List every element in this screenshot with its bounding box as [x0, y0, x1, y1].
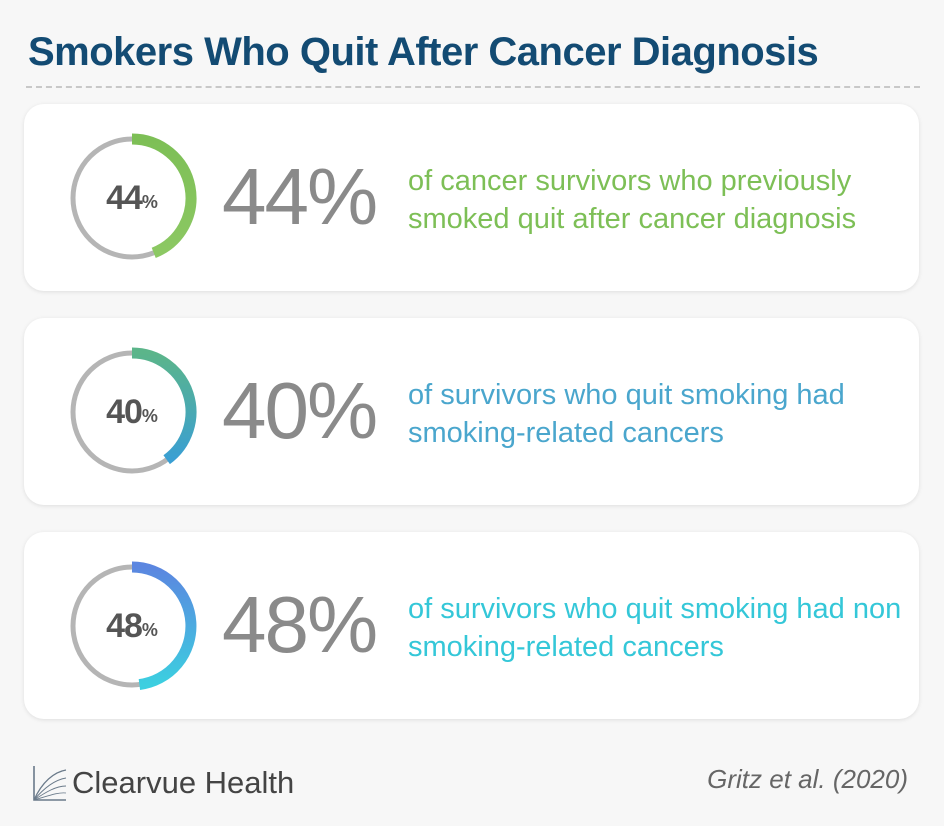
stat-card: 40% 40% of survivors who quit smoking had … [24, 318, 919, 505]
stat-percentage: 40% [222, 366, 378, 455]
stat-card: 48% 48% of survivors who quit smoking had … [24, 532, 919, 719]
donut-value-arc [131, 133, 197, 258]
donut-value-arc [131, 561, 197, 690]
stat-description: of cancer survivors who previously smoke… [408, 165, 857, 235]
page-title: Smokers Who Quit After Cancer Diagnosis [28, 30, 819, 74]
stat-description: of survivors who quit smoking had smokin… [408, 379, 845, 449]
donut-ring [70, 133, 197, 260]
stat-description: of survivors who quit smoking had non sm… [408, 593, 902, 663]
donut-ring [70, 347, 197, 474]
citation: Gritz et al. (2020) [707, 764, 908, 794]
stat-percentage: 44% [222, 152, 378, 241]
brand-name: Clearvue Health [72, 765, 295, 800]
brand-logo: Clearvue Health [30, 758, 294, 802]
logo-mark-icon [33, 766, 67, 801]
stat-card: 44% 44% of cancer survivors who previously… [24, 104, 919, 291]
stat-percentage: 48% [222, 580, 378, 669]
donut-value-arc [131, 347, 197, 465]
title-divider [26, 86, 920, 88]
donut-ring [70, 561, 197, 690]
